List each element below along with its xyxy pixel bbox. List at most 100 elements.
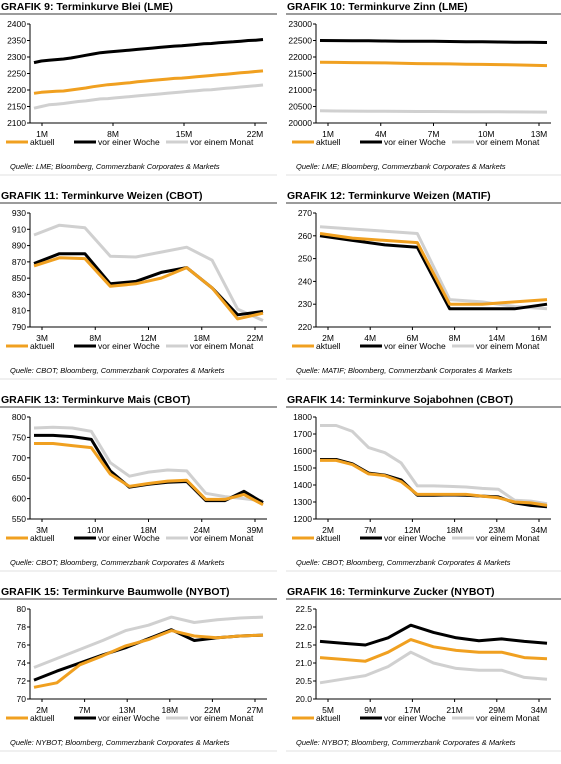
x-tick-label: 6M bbox=[406, 333, 418, 343]
series-line-monat bbox=[33, 83, 264, 110]
x-tick-label: 34M bbox=[531, 705, 548, 715]
x-tick-label: 18M bbox=[446, 525, 463, 535]
x-tick-label: 12M bbox=[140, 333, 157, 343]
y-tick-label: 550 bbox=[12, 514, 26, 524]
y-tick-label: 2300 bbox=[7, 52, 26, 62]
x-tick-label: 18M bbox=[193, 333, 210, 343]
y-tick-label: 21.0 bbox=[295, 658, 312, 668]
y-tick-label: 1700 bbox=[293, 429, 312, 439]
y-tick-label: 2350 bbox=[7, 36, 26, 46]
chart-source: Quelle: CBOT; Bloomberg, Commerzbank Cor… bbox=[296, 558, 511, 567]
chart-title: GRAFIK 13: Terminkurve Mais (CBOT) bbox=[1, 394, 190, 406]
series-line-aktuell bbox=[319, 232, 548, 306]
chart-source: Quelle: LME; Bloomberg, Commerzbank Corp… bbox=[10, 162, 220, 171]
legend-label: vor einem Monat bbox=[476, 137, 540, 147]
series-line-aktuell bbox=[319, 60, 548, 68]
x-tick-label: 2M bbox=[322, 333, 334, 343]
x-tick-label: 14M bbox=[489, 333, 506, 343]
x-tick-label: 23M bbox=[489, 525, 506, 535]
series-line-monat bbox=[319, 650, 548, 685]
y-tick-label: 2200 bbox=[7, 85, 26, 95]
series-line-monat bbox=[33, 223, 264, 322]
x-tick-label: 12M bbox=[404, 525, 421, 535]
y-tick-label: 910 bbox=[12, 224, 26, 234]
x-tick-label: 13M bbox=[119, 705, 136, 715]
x-tick-label: 10M bbox=[87, 525, 104, 535]
legend: aktuell vor einer Woche vor einem Monat bbox=[292, 713, 540, 723]
y-tick-label: 22000 bbox=[288, 52, 312, 62]
y-tick-label: 1300 bbox=[293, 497, 312, 507]
legend-label: aktuell bbox=[30, 713, 55, 723]
chart-title: GRAFIK 15: Terminkurve Baumwolle (NYBOT) bbox=[1, 586, 230, 598]
y-tick-label: 2250 bbox=[7, 69, 26, 79]
series-line-aktuell bbox=[33, 256, 264, 321]
chart-panel-6: GRAFIK 14: Terminkurve Sojabohnen (CBOT)… bbox=[286, 394, 561, 572]
series-line-woche bbox=[319, 623, 548, 647]
chart-title: GRAFIK 9: Terminkurve Blei (LME) bbox=[1, 1, 173, 13]
y-tick-label: 230 bbox=[298, 299, 312, 309]
y-tick-label: 74 bbox=[17, 658, 27, 668]
legend-label: vor einem Monat bbox=[190, 341, 254, 351]
series-line-monat bbox=[33, 425, 264, 503]
x-tick-label: 22M bbox=[204, 705, 221, 715]
legend-label: aktuell bbox=[30, 341, 55, 351]
chart-panel-2: GRAFIK 10: Terminkurve Zinn (LME) 20000 20… bbox=[286, 1, 561, 176]
series-line-aktuell bbox=[34, 442, 264, 507]
y-tick-label: 70 bbox=[17, 694, 27, 704]
chart-panel-5: GRAFIK 13: Terminkurve Mais (CBOT) 550 600… bbox=[0, 394, 277, 572]
y-tick-label: 76 bbox=[17, 640, 27, 650]
x-tick-label: 7M bbox=[428, 129, 440, 139]
y-tick-label: 1400 bbox=[293, 480, 312, 490]
y-tick-label: 1600 bbox=[293, 446, 312, 456]
x-tick-label: 39M bbox=[247, 525, 264, 535]
y-tick-label: 930 bbox=[12, 208, 26, 218]
x-tick-label: 18M bbox=[162, 705, 179, 715]
x-tick-label: 22M bbox=[247, 129, 264, 139]
legend: aktuell vor einer Woche vor einem Monat bbox=[6, 341, 254, 351]
x-tick-label: 27M bbox=[247, 705, 264, 715]
y-tick-label: 800 bbox=[12, 412, 26, 422]
legend-label: vor einem Monat bbox=[190, 137, 254, 147]
y-tick-label: 22.0 bbox=[295, 622, 312, 632]
x-tick-label: 8M bbox=[89, 333, 101, 343]
x-tick-label: 5M bbox=[322, 705, 334, 715]
x-tick-label: 34M bbox=[531, 525, 548, 535]
chart-source: Quelle: CBOT; Bloomberg, Commerzbank Cor… bbox=[10, 558, 225, 567]
x-tick-label: 7M bbox=[364, 525, 376, 535]
legend: aktuell vor einer Woche vor einem Monat bbox=[6, 533, 254, 543]
x-tick-label: 9M bbox=[364, 705, 376, 715]
y-tick-label: 790 bbox=[12, 322, 26, 332]
y-tick-label: 260 bbox=[298, 231, 312, 241]
x-tick-label: 2M bbox=[322, 525, 334, 535]
x-tick-label: 1M bbox=[322, 129, 334, 139]
y-tick-label: 850 bbox=[12, 273, 26, 283]
legend-label: vor einem Monat bbox=[190, 533, 254, 543]
y-tick-label: 600 bbox=[12, 494, 26, 504]
chart-source: Quelle: CBOT; Bloomberg, Commerzbank Cor… bbox=[10, 366, 225, 375]
x-tick-label: 8M bbox=[449, 333, 461, 343]
y-tick-label: 270 bbox=[298, 208, 312, 218]
legend: aktuell vor einer Woche vor einem Monat bbox=[6, 137, 254, 147]
x-tick-label: 16M bbox=[531, 333, 548, 343]
legend-label: vor einer Woche bbox=[98, 341, 160, 351]
chart-panel-7: GRAFIK 15: Terminkurve Baumwolle (NYBOT)… bbox=[0, 586, 277, 752]
y-tick-label: 700 bbox=[12, 453, 26, 463]
chart-source: Quelle: NYBOT; Bloomberg, Commerzbank Co… bbox=[10, 738, 230, 747]
series-line-woche bbox=[319, 234, 548, 311]
series-line-monat bbox=[33, 615, 264, 669]
chart-title: GRAFIK 12: Terminkurve Weizen (MATIF) bbox=[287, 190, 491, 202]
y-tick-label: 750 bbox=[12, 432, 26, 442]
x-tick-label: 15M bbox=[176, 129, 193, 139]
y-tick-label: 78 bbox=[17, 622, 27, 632]
x-tick-label: 21M bbox=[446, 705, 463, 715]
y-tick-label: 22.5 bbox=[295, 604, 312, 614]
chart-panel-3: GRAFIK 11: Terminkurve Weizen (CBOT) 790 8… bbox=[0, 190, 277, 380]
y-tick-label: 650 bbox=[12, 473, 26, 483]
x-tick-label: 3M bbox=[36, 333, 48, 343]
y-tick-label: 22500 bbox=[288, 36, 312, 46]
chart-panel-8: GRAFIK 16: Terminkurve Zucker (NYBOT) 20.… bbox=[286, 586, 561, 752]
legend: aktuell vor einer Woche vor einem Monat bbox=[292, 341, 540, 351]
y-tick-label: 830 bbox=[12, 289, 26, 299]
legend-label: vor einer Woche bbox=[98, 533, 160, 543]
x-tick-label: 8M bbox=[107, 129, 119, 139]
